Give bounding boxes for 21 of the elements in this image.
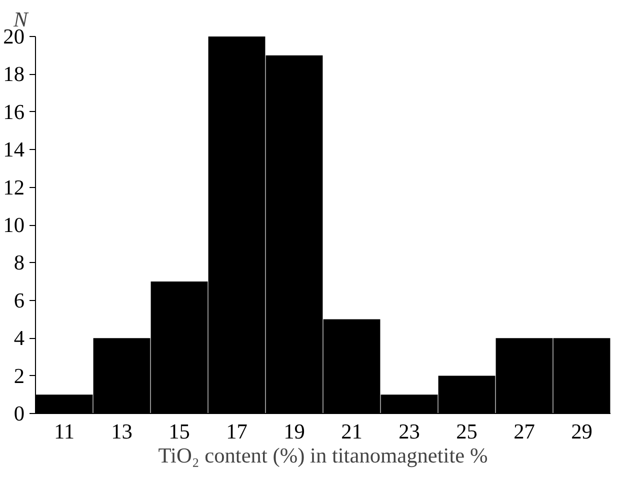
y-tick-label: 14 bbox=[3, 138, 25, 162]
x-tick-label: 11 bbox=[54, 420, 75, 444]
y-tick-label: 4 bbox=[14, 326, 25, 350]
y-tick-label: 18 bbox=[3, 62, 24, 86]
y-tick-label: 2 bbox=[14, 364, 25, 388]
x-tick-label: 15 bbox=[168, 420, 190, 444]
y-tick-label: 10 bbox=[3, 213, 24, 237]
x-tick-label: 23 bbox=[398, 420, 420, 444]
y-tick-label: 8 bbox=[14, 250, 25, 275]
y-tick-label: 0 bbox=[14, 402, 25, 426]
x-tick-label: 21 bbox=[341, 420, 362, 444]
x-tick-label: 25 bbox=[456, 420, 478, 444]
x-tick-label: 13 bbox=[111, 420, 132, 444]
y-tick-label: 12 bbox=[3, 175, 24, 200]
y-tick-label: 16 bbox=[3, 100, 25, 124]
y-tick-label: 6 bbox=[14, 288, 25, 312]
x-tick-label: 17 bbox=[226, 420, 248, 444]
x-axis-title: TiO₂ content (%) in titanomagnetite % bbox=[158, 444, 488, 468]
x-tick-label: 27 bbox=[514, 420, 536, 444]
x-tick-label: 29 bbox=[571, 420, 592, 444]
x-tick-label: 19 bbox=[284, 420, 305, 444]
